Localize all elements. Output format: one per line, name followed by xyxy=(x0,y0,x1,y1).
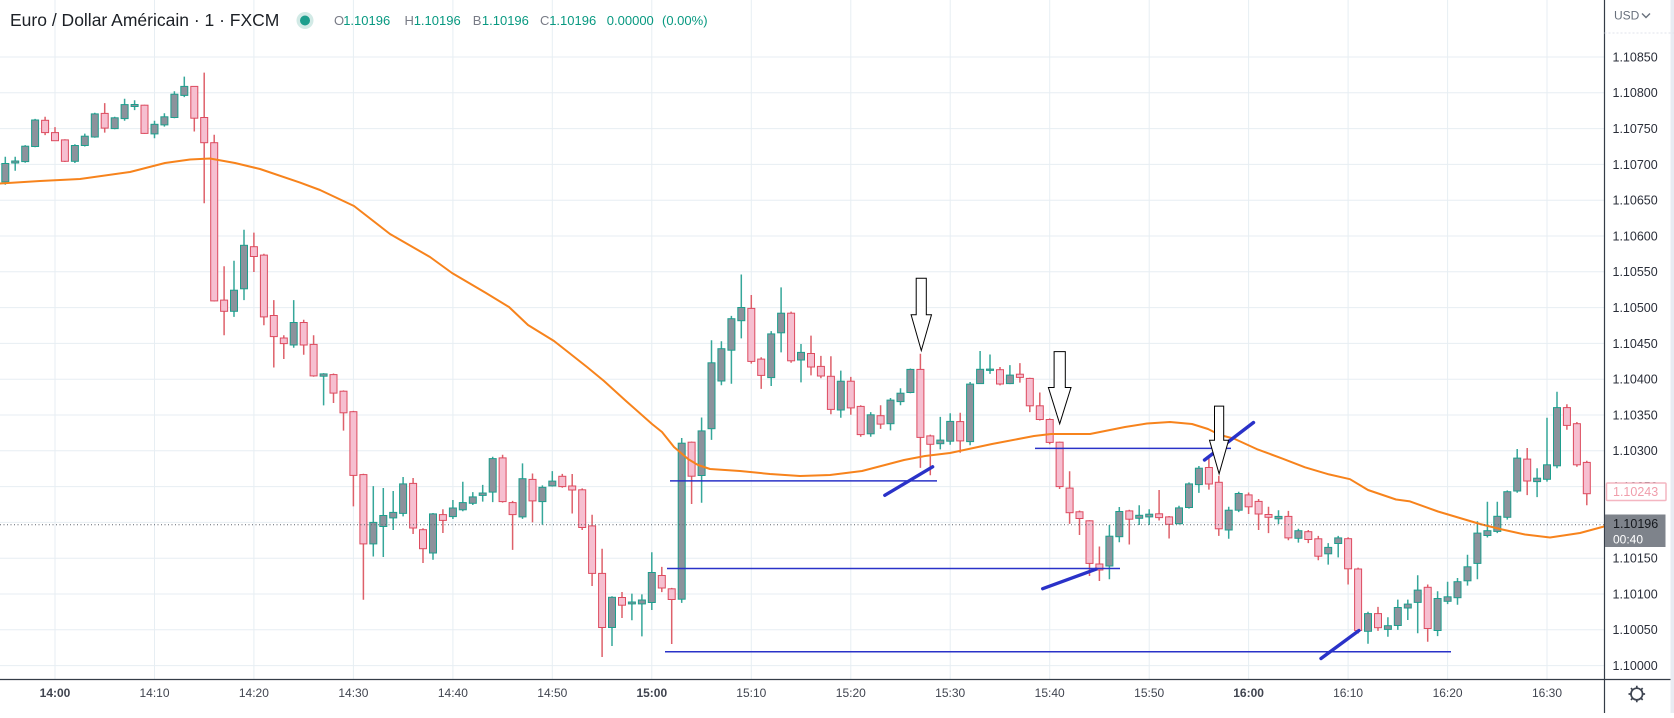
svg-text:Euro / Dollar Américain · 1 ·: Euro / Dollar Américain · 1 · FXCM xyxy=(10,10,279,30)
svg-text:1.10196: 1.10196 xyxy=(549,13,596,28)
svg-text:1.10650: 1.10650 xyxy=(1613,194,1658,208)
svg-text:1.10400: 1.10400 xyxy=(1613,373,1658,387)
svg-text:00:40: 00:40 xyxy=(1613,533,1643,547)
svg-text:15:00: 15:00 xyxy=(636,686,667,700)
svg-text:1.10750: 1.10750 xyxy=(1613,122,1658,136)
svg-text:1.10450: 1.10450 xyxy=(1613,337,1658,351)
svg-text:14:30: 14:30 xyxy=(338,686,368,700)
svg-text:16:10: 16:10 xyxy=(1333,686,1363,700)
svg-text:B: B xyxy=(473,13,482,28)
svg-text:(0.00%): (0.00%) xyxy=(662,13,708,28)
svg-text:1.10243: 1.10243 xyxy=(1613,485,1658,499)
svg-text:1.10300: 1.10300 xyxy=(1613,444,1658,458)
svg-text:1.10800: 1.10800 xyxy=(1613,86,1658,100)
svg-text:14:20: 14:20 xyxy=(239,686,269,700)
svg-text:1.10850: 1.10850 xyxy=(1613,50,1658,64)
svg-text:1.10196: 1.10196 xyxy=(343,13,390,28)
svg-text:USD: USD xyxy=(1614,9,1640,23)
svg-text:1.10196: 1.10196 xyxy=(482,13,529,28)
svg-text:1.10500: 1.10500 xyxy=(1613,301,1658,315)
svg-text:16:00: 16:00 xyxy=(1233,686,1264,700)
svg-text:15:10: 15:10 xyxy=(736,686,766,700)
svg-text:1.10100: 1.10100 xyxy=(1613,587,1658,601)
svg-text:H: H xyxy=(405,13,414,28)
svg-text:16:30: 16:30 xyxy=(1532,686,1562,700)
svg-text:1.10700: 1.10700 xyxy=(1613,158,1658,172)
svg-text:14:50: 14:50 xyxy=(537,686,567,700)
svg-text:15:20: 15:20 xyxy=(836,686,866,700)
svg-text:14:00: 14:00 xyxy=(40,686,71,700)
svg-text:15:50: 15:50 xyxy=(1134,686,1164,700)
svg-text:15:40: 15:40 xyxy=(1035,686,1065,700)
svg-text:1.10196: 1.10196 xyxy=(414,13,461,28)
svg-text:1.10050: 1.10050 xyxy=(1613,623,1658,637)
svg-text:14:40: 14:40 xyxy=(438,686,468,700)
svg-text:1.10350: 1.10350 xyxy=(1613,408,1658,422)
svg-text:1.10550: 1.10550 xyxy=(1613,265,1658,279)
svg-text:C: C xyxy=(540,13,549,28)
svg-text:14:10: 14:10 xyxy=(139,686,169,700)
svg-text:1.10600: 1.10600 xyxy=(1613,229,1658,243)
svg-text:16:20: 16:20 xyxy=(1433,686,1463,700)
svg-text:15:30: 15:30 xyxy=(935,686,965,700)
svg-text:1.10150: 1.10150 xyxy=(1613,552,1658,566)
svg-text:0.00000: 0.00000 xyxy=(607,13,654,28)
svg-text:1.10196: 1.10196 xyxy=(1613,517,1658,531)
svg-text:1.10000: 1.10000 xyxy=(1613,659,1658,673)
